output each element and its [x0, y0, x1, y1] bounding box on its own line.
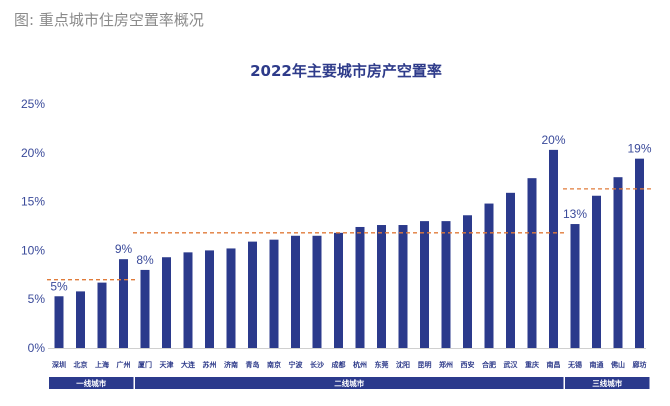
bar [549, 149, 558, 348]
group-band [135, 377, 564, 389]
bar [635, 158, 644, 348]
x-axis: 深圳 北京 上海 广州 厦门 天津 大连 苏州 济南 青岛 南京 宁波 长沙 成都 杭州 东莞 沈阳 昆明 郑州 西安… [48, 348, 647, 369]
bar [506, 192, 515, 348]
bar [119, 259, 128, 348]
data-label: 19% [627, 142, 651, 156]
bar [312, 235, 322, 348]
data-label: 8% [136, 253, 154, 267]
data-label: 9% [115, 242, 133, 256]
group-label: 一线城市 [76, 378, 106, 388]
x-tick-label: 北京 [74, 360, 88, 369]
bar [248, 241, 257, 348]
bar [226, 248, 236, 348]
x-tick-label: 济南 [224, 360, 238, 369]
group-band [49, 377, 134, 389]
bar [97, 282, 107, 348]
bar-series [54, 149, 644, 348]
x-tick-label: 东莞 [375, 360, 389, 369]
bar [484, 203, 494, 348]
y-tick-label: 25% [21, 97, 45, 111]
x-tick-label: 佛山 [610, 360, 625, 369]
data-label: 5% [50, 279, 68, 293]
x-tick-label: 昆明 [418, 360, 432, 369]
x-tick-label: 廊坊 [633, 360, 647, 369]
x-tick-label: 无锡 [567, 360, 582, 369]
x-tick-label: 合肥 [481, 360, 496, 369]
x-tick-label: 南通 [590, 360, 605, 369]
bar [398, 225, 408, 348]
bar [54, 296, 64, 348]
data-label: 13% [563, 207, 587, 221]
x-tick-label: 西安 [461, 360, 475, 369]
bar [334, 232, 343, 348]
bar [269, 239, 279, 348]
bar [162, 257, 171, 348]
x-tick-label: 重庆 [525, 360, 539, 369]
bar [527, 178, 537, 348]
figure-caption: 图: 重点城市住房空置率概况 [14, 11, 204, 29]
y-axis: 0% 5% 10% 15% 20% 25% [21, 97, 45, 355]
x-tick-label: 苏州 [203, 360, 217, 369]
x-tick-label: 广州 [117, 360, 131, 369]
bar [613, 177, 623, 348]
y-tick-label: 15% [21, 195, 45, 209]
x-tick-label: 长沙 [310, 360, 324, 369]
bar [183, 252, 193, 348]
data-labels: 5% 9%8% 20% 13% 19% [50, 133, 652, 293]
x-tick-label: 成都 [332, 360, 346, 369]
group-average-lines [47, 188, 652, 281]
bar [291, 235, 300, 348]
x-tick-label: 武汉 [504, 360, 519, 369]
bar [441, 221, 451, 348]
bar [570, 224, 580, 348]
x-tick-label: 杭州 [353, 360, 367, 369]
y-tick-label: 0% [28, 341, 46, 355]
group-label: 三线城市 [592, 378, 622, 388]
x-tick-label: 宁波 [289, 360, 304, 369]
bar [463, 215, 472, 348]
y-tick-label: 10% [21, 243, 45, 257]
x-tick-label: 厦门 [137, 360, 152, 369]
x-tick-label: 南京 [267, 360, 281, 369]
x-tick-label: 深圳 [52, 360, 66, 369]
bar [205, 250, 214, 348]
x-tick-label: 上海 [95, 360, 109, 369]
bar [592, 195, 601, 348]
y-tick-label: 20% [21, 146, 45, 160]
group-label: 二线城市 [334, 378, 364, 388]
x-tick-label: 青岛 [246, 360, 260, 369]
chart-title: 2022年主要城市房产空置率 [250, 62, 442, 80]
group-band [565, 377, 650, 389]
x-tick-label: 郑州 [439, 360, 453, 369]
group-bands: 一线城市 二线城市 三线城市 [49, 377, 650, 389]
x-tick-label: 南昌 [547, 360, 561, 369]
bar [377, 225, 386, 348]
x-tick-label: 天津 [160, 360, 174, 369]
x-tick-label: 大连 [181, 360, 196, 369]
bar [76, 291, 85, 348]
x-tick-label: 沈阳 [396, 360, 410, 369]
bar [355, 226, 365, 348]
bar [420, 221, 429, 348]
y-tick-label: 5% [28, 292, 46, 306]
bar [140, 269, 150, 348]
data-label: 20% [541, 133, 565, 147]
